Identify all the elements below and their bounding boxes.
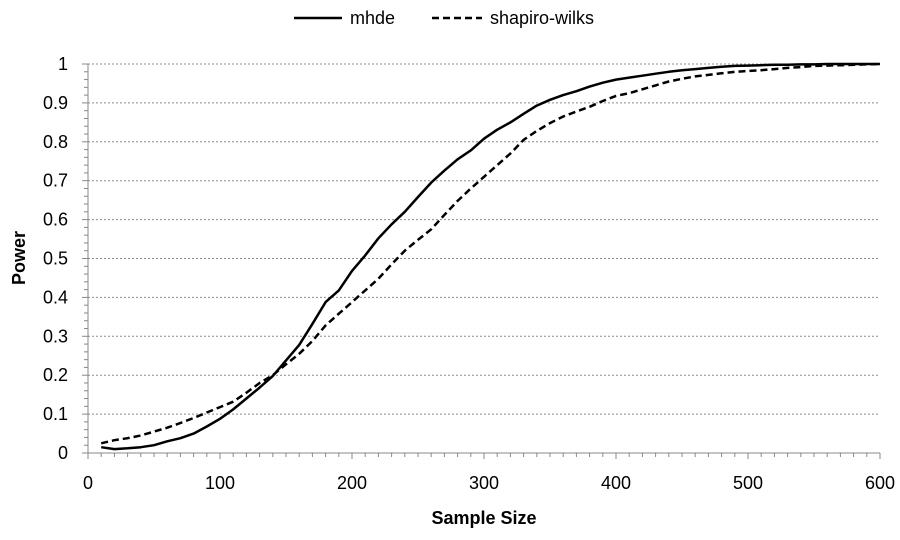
series-layer [100, 62, 881, 451]
legend: mhde shapiro-wilks [294, 8, 594, 28]
y-tick-label: 0.5 [43, 249, 68, 269]
series-line-shapiro-wilks [100, 62, 881, 445]
y-tick-label: 0.4 [43, 287, 68, 307]
y-tick-label: 0.6 [43, 210, 68, 230]
tick-labels: 0 0.1 0.2 0.3 0.4 0.5 0.6 0.7 0.8 0.9 1 0 100 200 300 4… [43, 54, 895, 493]
x-axis-title: Sample Size [431, 508, 536, 528]
x-tick-label: 500 [733, 473, 763, 493]
x-tick-label: 200 [337, 473, 367, 493]
x-tick-label: 600 [865, 473, 895, 493]
series-line-mhde [101, 62, 880, 451]
x-tick-label: 100 [205, 473, 235, 493]
y-tick-label: 0.3 [43, 326, 68, 346]
y-tick-label: 0.9 [43, 93, 68, 113]
y-tick-label: 0.1 [43, 404, 68, 424]
x-tick-label: 300 [469, 473, 499, 493]
axes [82, 63, 881, 459]
grid [88, 63, 880, 415]
y-tick-label: 0.2 [43, 365, 68, 385]
x-tick-label: 0 [83, 473, 93, 493]
y-tick-label: 0.8 [43, 132, 68, 152]
y-tick-label: 0.7 [43, 171, 68, 191]
y-tick-label: 0 [58, 443, 68, 463]
legend-label-mhde: mhde [350, 8, 395, 28]
x-tick-label: 400 [601, 473, 631, 493]
legend-label-shapiro-wilks: shapiro-wilks [490, 8, 594, 28]
y-tick-label: 1 [58, 54, 68, 74]
y-axis-title: Power [9, 231, 29, 285]
